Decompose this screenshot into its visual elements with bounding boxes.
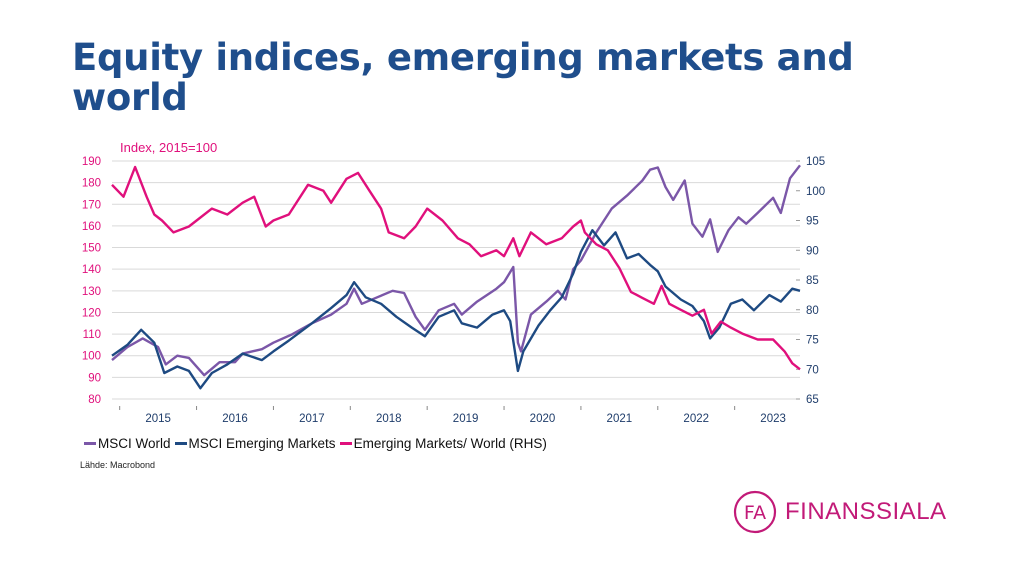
logo-text: FINANSSIALA <box>785 498 947 525</box>
slide-title: Equity indices, emerging markets and wor… <box>72 36 854 119</box>
right-tick-label: 100 <box>806 186 825 198</box>
right-tick-label: 105 <box>806 156 825 168</box>
left-tick-label: 140 <box>82 264 101 276</box>
left-tick-label: 190 <box>82 156 101 168</box>
left-axis-ticks: 80 90 100 110 120 130 140 150 160 170 180 190 <box>82 156 101 406</box>
right-tick-label: 80 <box>806 305 819 317</box>
right-tick-label: 90 <box>806 245 819 257</box>
x-tick-label: 2021 <box>607 413 633 425</box>
left-tick-label: 100 <box>82 351 101 363</box>
series-line-1 <box>111 229 801 390</box>
series-line-0 <box>111 164 801 377</box>
left-tick-label: 80 <box>88 394 101 406</box>
x-tick-label: 2018 <box>376 413 402 425</box>
x-tick-label: 2023 <box>760 413 786 425</box>
gridlines <box>112 160 800 400</box>
logo-mark-text: FA <box>744 502 766 524</box>
right-tick-label: 85 <box>806 275 819 287</box>
right-tick-label: 75 <box>806 335 819 347</box>
source-note: Lähde: Macrobond <box>80 460 156 470</box>
legend-swatch <box>339 442 352 445</box>
left-tick-label: 150 <box>82 243 101 255</box>
left-tick-label: 90 <box>88 372 101 384</box>
x-tick-label: 2019 <box>453 413 479 425</box>
left-tick-label: 180 <box>82 178 101 190</box>
x-axis: 2015 2016 2017 2018 2019 2020 2021 2022 2023 <box>119 406 786 425</box>
series-lines <box>111 164 801 390</box>
left-tick-label: 160 <box>82 221 101 233</box>
legend-label: MSCI World <box>98 436 171 451</box>
legend: MSCI World MSCI Emerging Markets Emergin… <box>84 436 547 451</box>
x-tick-label: 2015 <box>145 413 171 425</box>
x-tick-label: 2016 <box>222 413 248 425</box>
legend-item-em-world-ratio: Emerging Markets/ World (RHS) <box>339 436 547 451</box>
right-tick-label: 65 <box>806 394 819 406</box>
right-tick-label: 95 <box>806 216 819 228</box>
logo-mark-icon: FA <box>733 490 777 534</box>
finanssiala-logo: FA FINANSSIALA <box>733 490 947 534</box>
legend-item-msci-em: MSCI Emerging Markets <box>174 436 336 451</box>
legend-label: Emerging Markets/ World (RHS) <box>353 436 547 451</box>
left-tick-label: 110 <box>83 329 101 341</box>
chart: 80 90 100 110 120 130 140 150 160 170 180 190 65 70 7… <box>82 140 825 425</box>
left-tick-label: 170 <box>82 199 101 211</box>
legend-swatch <box>174 442 187 445</box>
x-tick-label: 2017 <box>299 413 325 425</box>
legend-item-msci-world: MSCI World <box>84 436 171 451</box>
left-tick-label: 120 <box>82 307 101 319</box>
unit-label: Index, 2015=100 <box>120 140 217 155</box>
right-tick-label: 70 <box>806 364 819 376</box>
legend-label: MSCI Emerging Markets <box>188 436 336 451</box>
x-tick-label: 2020 <box>530 413 556 425</box>
legend-swatch <box>84 442 96 445</box>
series-line-2 <box>111 165 801 371</box>
left-tick-label: 130 <box>82 286 101 298</box>
right-axis-ticks: 65 70 75 80 85 90 95 100 105 <box>796 156 825 406</box>
x-tick-label: 2022 <box>683 413 709 425</box>
